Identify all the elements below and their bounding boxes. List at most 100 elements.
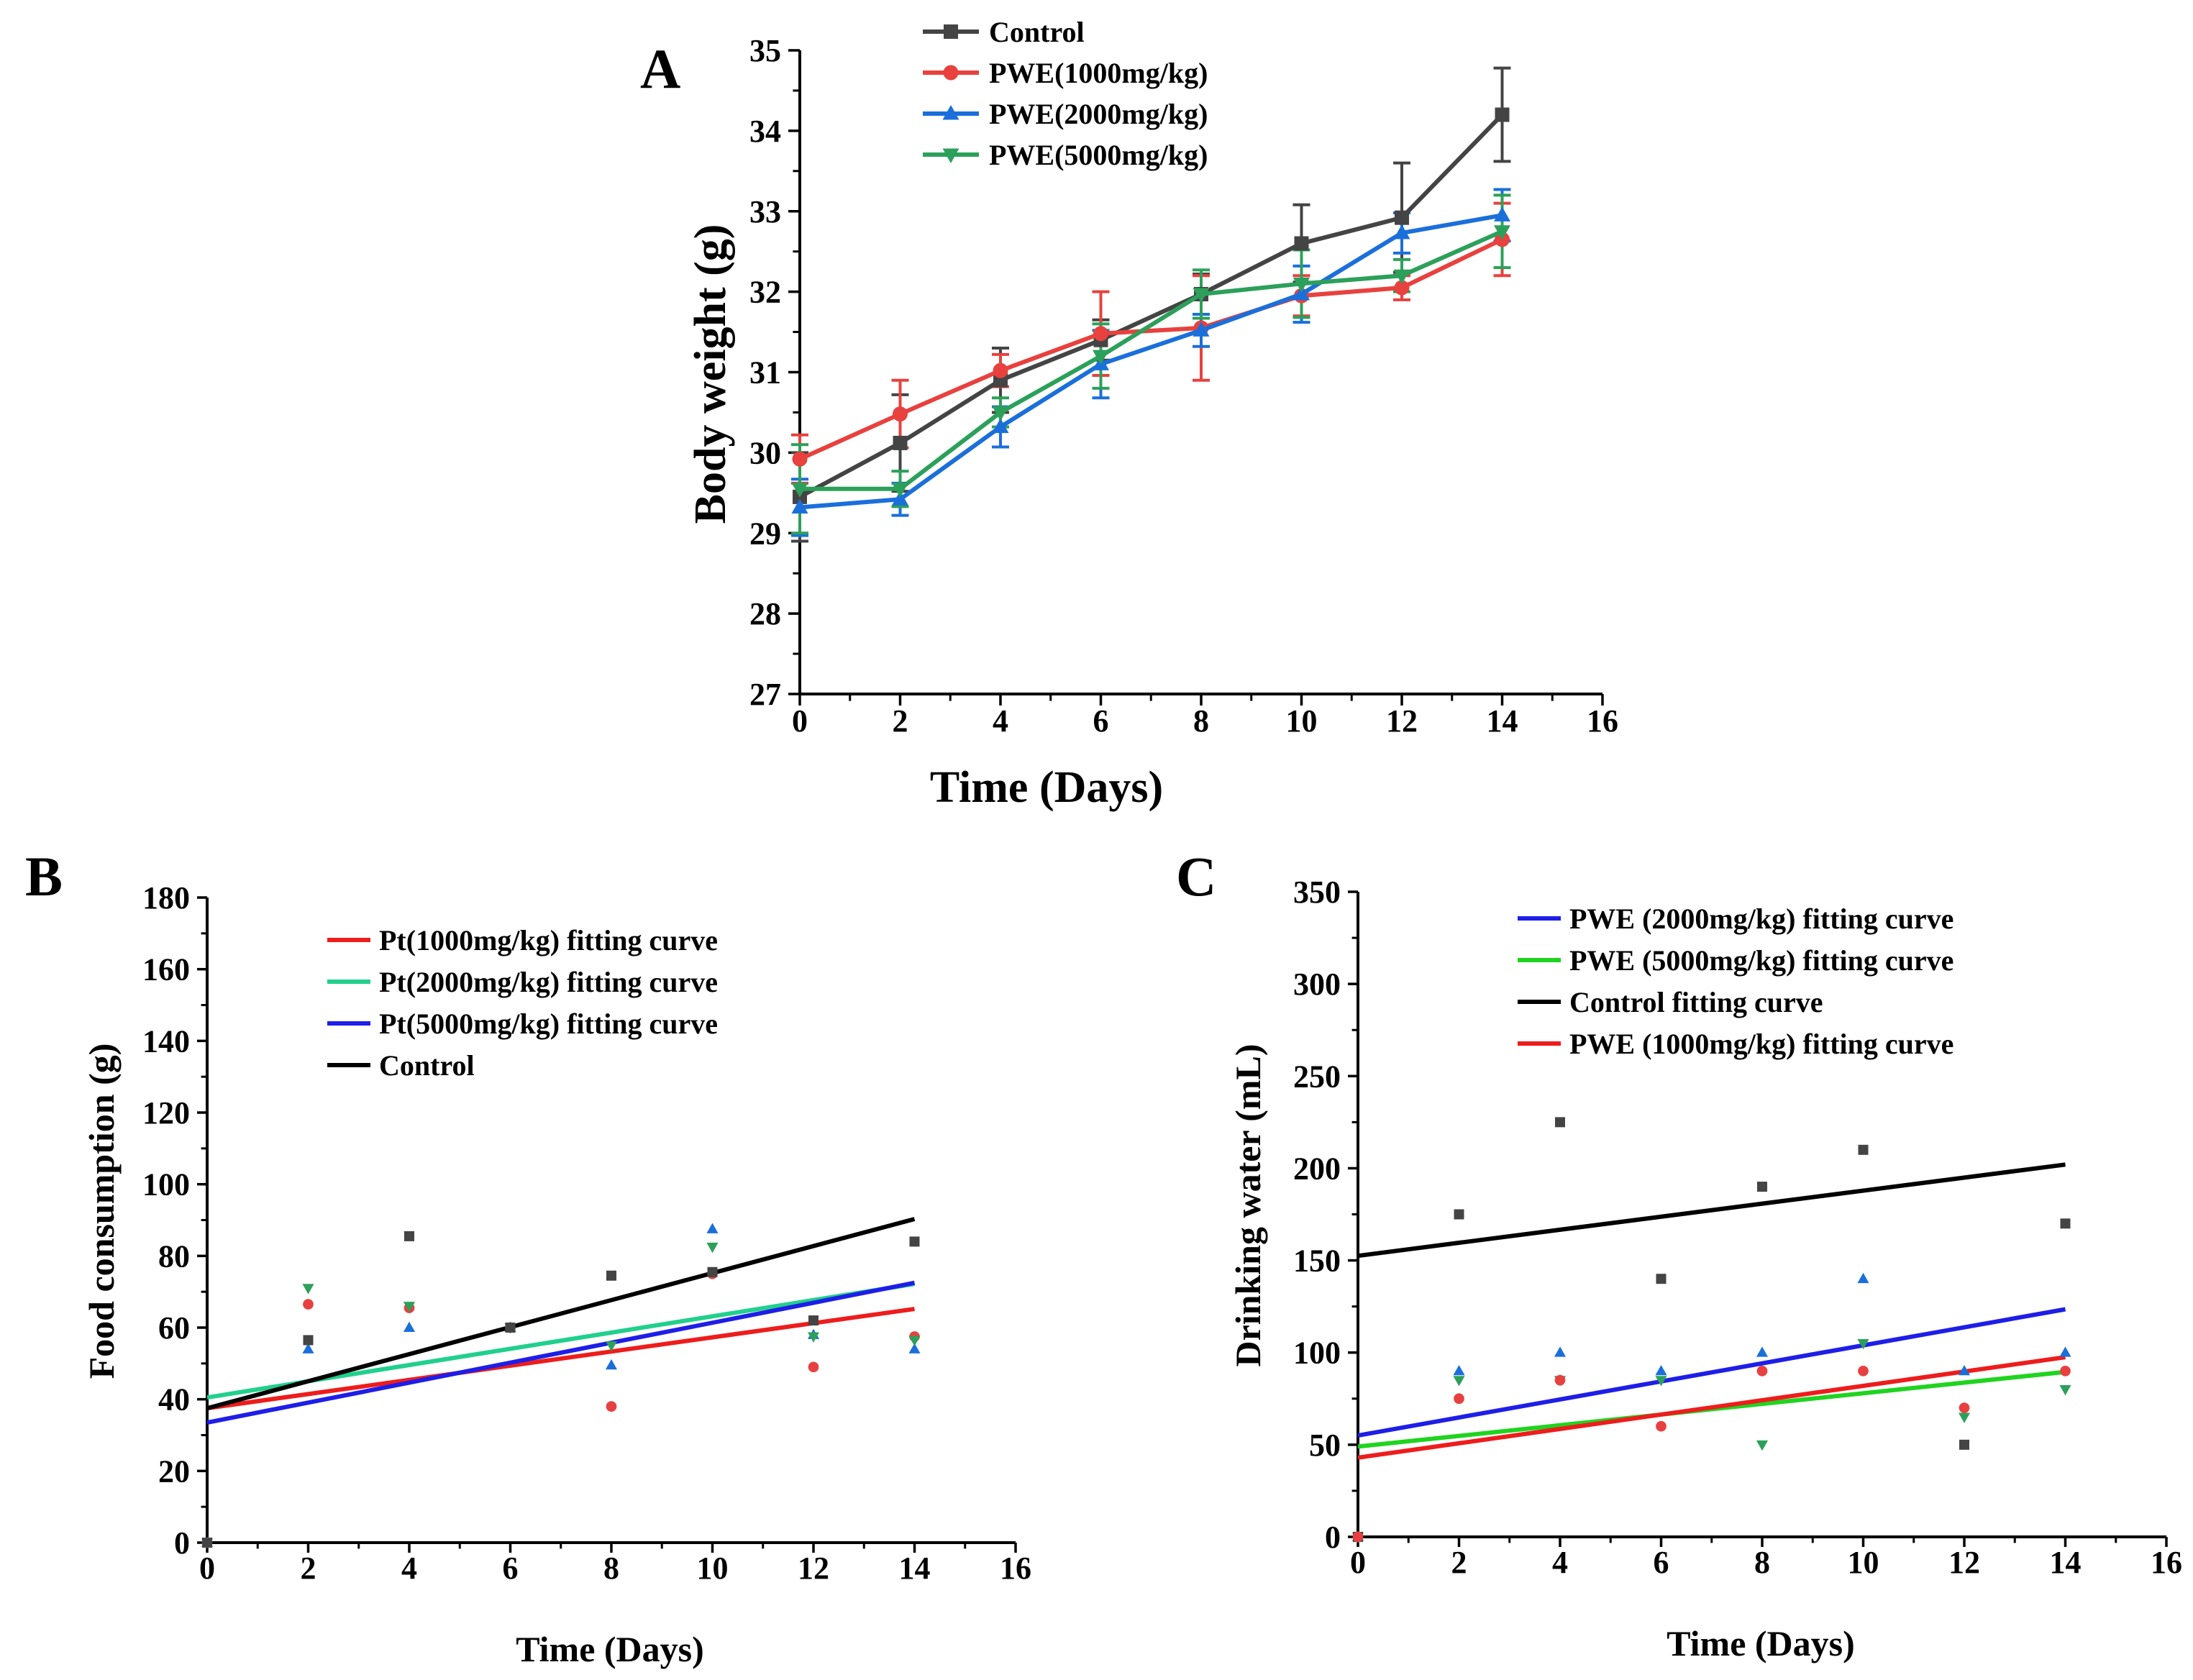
y-tick-label: 200 [1293,1151,1341,1186]
x-tick-label: 0 [1350,1545,1366,1580]
scatter-point [1756,1346,1769,1357]
data-point [791,483,808,498]
fit-line [1357,1355,2066,1460]
data-point [792,451,808,467]
data-point [992,418,1009,434]
series-line [800,229,1503,491]
y-tick-label: 28 [749,596,781,631]
data-point [1193,288,1210,303]
scatter-point [1554,1346,1567,1357]
y-tick-label: 140 [142,1023,190,1059]
scatter-point [302,1343,314,1353]
legend-marker [942,148,959,163]
scatter-point [2059,1385,2071,1396]
x-tick-label: 10 [1286,703,1318,739]
scatter-point [202,1538,212,1548]
x-tick-label: 16 [2151,1545,2182,1580]
data-point [892,490,908,506]
scatter-point [808,1315,819,1326]
food-consumption-series [201,1217,921,1549]
y-tick-label: 20 [158,1453,190,1489]
scatter-point [1959,1402,1970,1413]
x-tick-label: 0 [199,1551,215,1586]
y-tick-label: 180 [142,880,190,916]
body-weight-x-axis-title: Time (Days) [930,763,1163,812]
data-point [1494,206,1510,222]
panel-c-letter: C [1176,845,1216,908]
data-point [1293,277,1310,293]
legend-label: Pt(1000mg/kg) fitting curve [379,924,718,957]
drinking-water-chart: 0 2 4 6 8 10 12 14 16 0 50 100 150 200 250 300 350 PWE (… [1228,875,2182,1663]
x-tick-label: 14 [2050,1545,2082,1580]
data-point [1494,225,1510,240]
scatter-point [2060,1365,2071,1377]
body-weight-series [791,66,1511,543]
scatter-point [1655,1364,1667,1376]
data-point [1393,269,1410,285]
legend-label: PWE (5000mg/kg) fitting curve [1569,944,1953,977]
scatter-point [908,1343,921,1353]
data-point [893,435,908,450]
data-point [1093,326,1108,342]
legend-label: PWE(2000mg/kg) [989,98,1208,130]
y-tick-label: 27 [749,677,781,712]
scatter-point [909,1236,920,1247]
fit-line [206,1307,915,1411]
drinking-water-series [1351,1117,2071,1543]
x-tick-label: 10 [697,1551,729,1586]
scatter-point [1756,1365,1768,1377]
data-point [1294,236,1309,251]
legend-label: Control [379,1049,475,1082]
y-tick-label: 100 [142,1167,190,1202]
food-consumption-y-axis-title: Food consumption (g) [81,1044,122,1379]
x-tick-label: 2 [1451,1545,1467,1580]
x-tick-label: 6 [1654,1545,1669,1580]
scatter-point [707,1266,718,1277]
y-tick-label: 300 [1293,967,1341,1002]
legend-label: Pt(5000mg/kg) fitting curve [379,1008,718,1040]
legend-label: PWE(5000mg/kg) [989,139,1208,171]
scatter-point [505,1323,516,1333]
y-tick-label: 32 [749,275,781,310]
y-tick-label: 40 [158,1382,190,1418]
y-tick-label: 30 [749,435,781,470]
scatter-point [1655,1376,1667,1387]
series-line [798,113,1504,499]
data-point [1394,280,1410,296]
y-tick-label: 80 [158,1238,190,1274]
legend-label: Control [989,16,1085,48]
x-tick-label: 8 [1193,703,1209,739]
scatter-point [908,1336,921,1346]
x-tick-label: 4 [401,1551,417,1586]
y-tick-label: 350 [1293,875,1341,910]
x-tick-label: 6 [1093,703,1109,739]
x-tick-label: 6 [503,1551,519,1586]
scatter-point [1858,1144,1869,1155]
drinking-water-y-axis-title: Drinking water (mL) [1228,1044,1268,1366]
panel-a-letter: A [640,37,680,100]
legend-marker [943,65,959,81]
fit-line [206,1280,916,1425]
scatter-point [302,1284,314,1295]
scatter-point [2060,1218,2071,1229]
scatter-point [404,1231,414,1241]
scatter-point [807,1332,820,1343]
x-tick-label: 16 [1587,703,1618,739]
scatter-point [808,1361,819,1373]
scatter-point [1656,1420,1667,1432]
data-point [1293,285,1310,301]
scatter-point [1454,1209,1464,1220]
y-tick-label: 33 [749,194,781,229]
x-tick-label: 16 [1000,1551,1031,1586]
y-tick-label: 150 [1293,1243,1341,1279]
scatter-point [605,1341,618,1352]
scatter-point [2059,1346,2071,1357]
panel-b-letter: B [25,845,63,908]
legend-label: Pt(2000mg/kg) fitting curve [379,966,718,998]
series-line [798,237,1503,462]
food-consumption-x-axis-title: Time (Days) [516,1629,704,1669]
x-tick-label: 8 [603,1551,619,1586]
x-tick-label: 14 [899,1551,931,1586]
data-point [993,362,1008,378]
y-tick-label: 0 [1325,1520,1341,1555]
